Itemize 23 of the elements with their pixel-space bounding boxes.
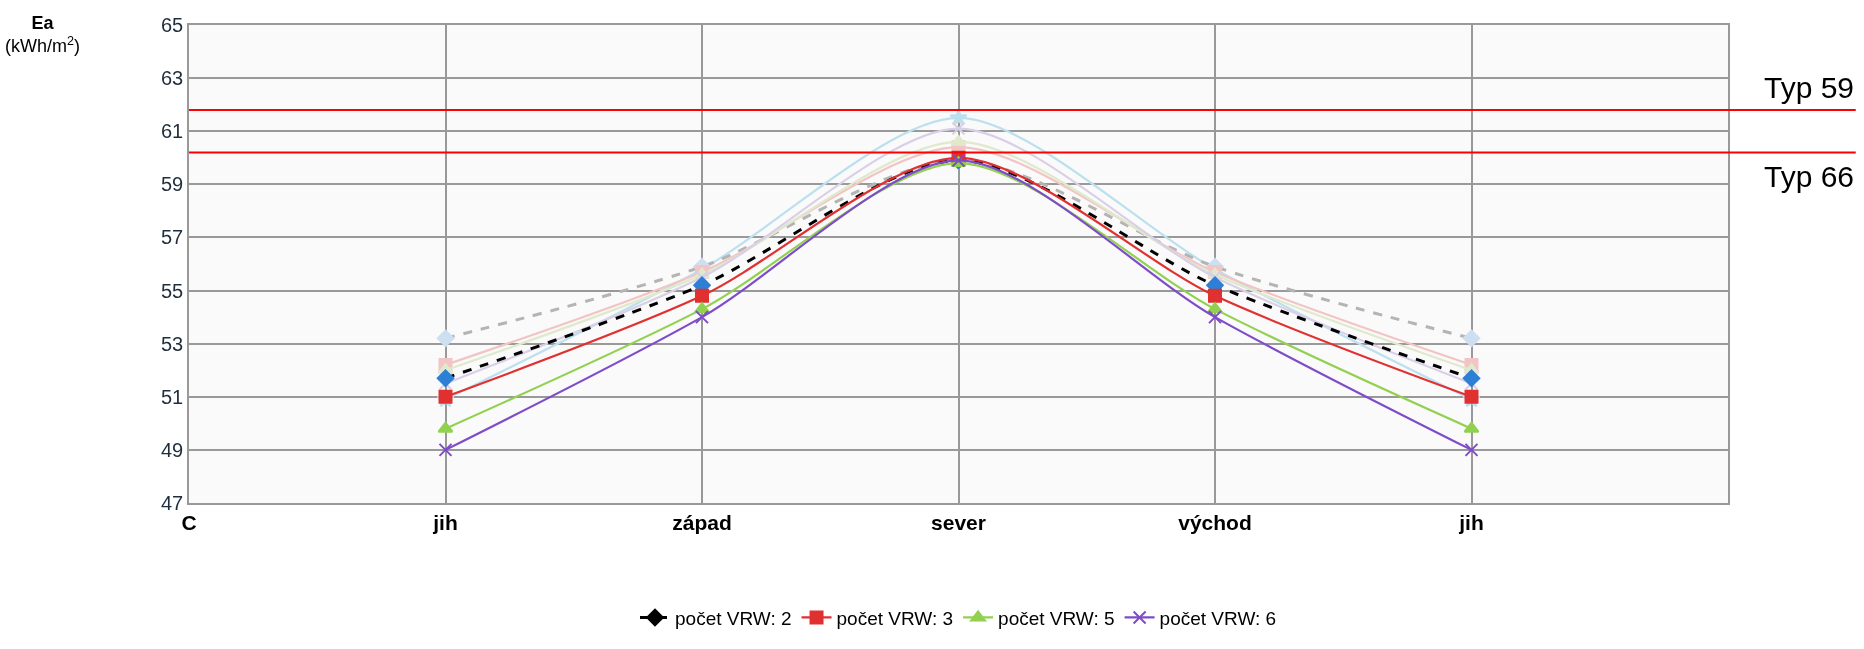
y-tick-label: 65 (161, 14, 184, 36)
legend-label: počet VRW: 2 (675, 607, 792, 629)
y-tick-label: 55 (161, 279, 184, 302)
x-tick-label: C (181, 510, 197, 534)
y-tick-label: 53 (161, 332, 184, 355)
x-tick-label: sever (931, 510, 986, 534)
y-tick-label: 59 (161, 173, 184, 196)
y-tick-label: 63 (161, 67, 184, 90)
ref-line-label: Typ 59 (1764, 71, 1855, 104)
x-tick-label: západ (672, 510, 732, 534)
legend-label: počet VRW: 3 (836, 607, 954, 629)
ref-line-label: Typ 66 (1764, 160, 1855, 193)
legend-label: počet VRW: 5 (998, 607, 1115, 629)
text: Ea (kWh/m$^{2}$) (5, 13, 81, 57)
x-tick-label: jih (432, 510, 458, 534)
y-tick-label: 51 (161, 385, 184, 408)
x-tick-label: východ (1178, 510, 1252, 534)
x-tick-label: jih (1458, 510, 1484, 534)
y-tick-label: 57 (161, 226, 184, 249)
y-tick-label: 47 (161, 492, 184, 514)
y-tick-label: 61 (161, 120, 184, 143)
y-tick-label: 49 (161, 438, 184, 461)
legend-label: počet VRW: 6 (1159, 607, 1277, 629)
